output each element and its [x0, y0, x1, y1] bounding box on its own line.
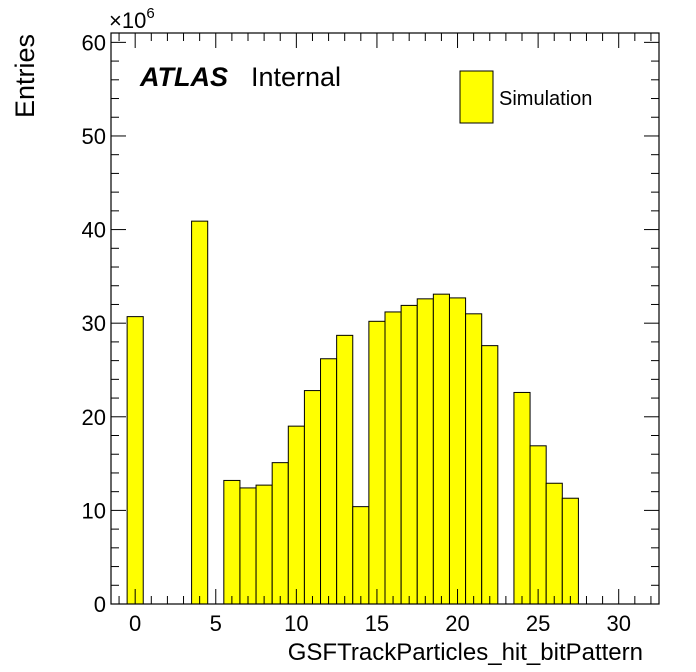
histogram-bar — [529, 445, 547, 605]
histogram-bar — [545, 482, 563, 605]
bars-layer — [126, 220, 579, 605]
histogram-bar — [384, 311, 402, 605]
histogram-bar — [320, 358, 338, 605]
legend-swatch — [459, 70, 494, 124]
tick-labels-layer: 0 5 10 15 20 25 30 0 10 20 30 40 50 60 — [82, 30, 631, 636]
plot-frame — [110, 32, 660, 605]
ticks-layer — [111, 33, 659, 605]
histogram-bar — [561, 497, 579, 605]
histogram-bar — [271, 462, 289, 605]
atlas-label: ATLAS — [139, 62, 228, 92]
histogram-bar — [448, 297, 467, 605]
y-tick-label: 20 — [82, 405, 106, 430]
x-axis-title: GSFTrackParticles_hit_bitPattern — [288, 639, 643, 666]
y-tick-label: 30 — [82, 311, 106, 336]
histogram-bar — [255, 484, 273, 605]
x-tick-label: 10 — [284, 611, 308, 636]
y-tick-label: 10 — [82, 498, 106, 523]
legend: Simulation — [459, 70, 592, 124]
y-multiplier: ×106 — [109, 5, 155, 33]
y-multiplier-base: ×10 — [109, 8, 146, 33]
y-multiplier-exponent: 6 — [146, 5, 154, 22]
y-tick-label: 50 — [82, 124, 106, 149]
legend-label: Simulation — [499, 88, 592, 110]
histogram-bar — [368, 320, 386, 605]
x-tick-label: 25 — [526, 611, 550, 636]
histogram-bar — [303, 390, 322, 605]
histogram-bar — [481, 345, 499, 605]
histogram-bar — [336, 334, 354, 605]
histogram-bar — [416, 298, 434, 605]
y-axis-title: Entries — [10, 34, 40, 118]
histogram-bar — [513, 391, 531, 605]
histogram-bar — [287, 425, 305, 605]
x-tick-label: 0 — [129, 611, 141, 636]
x-tick-label: 20 — [445, 611, 469, 636]
y-tick-label: 60 — [82, 30, 106, 55]
x-tick-label: 30 — [606, 611, 630, 636]
histogram-bar — [191, 220, 209, 605]
histogram-bar — [465, 313, 483, 605]
y-tick-label: 0 — [94, 592, 106, 617]
x-tick-label: 15 — [365, 611, 389, 636]
atlas-internal-label: Internal — [251, 62, 341, 92]
histogram-bar — [239, 487, 257, 605]
histogram-bar — [223, 479, 241, 605]
histogram-bar — [126, 316, 144, 605]
histogram-bar — [432, 293, 450, 605]
x-tick-label: 5 — [210, 611, 222, 636]
histogram-bar — [400, 304, 418, 605]
histogram-bar — [352, 506, 370, 605]
y-tick-label: 40 — [82, 218, 106, 243]
